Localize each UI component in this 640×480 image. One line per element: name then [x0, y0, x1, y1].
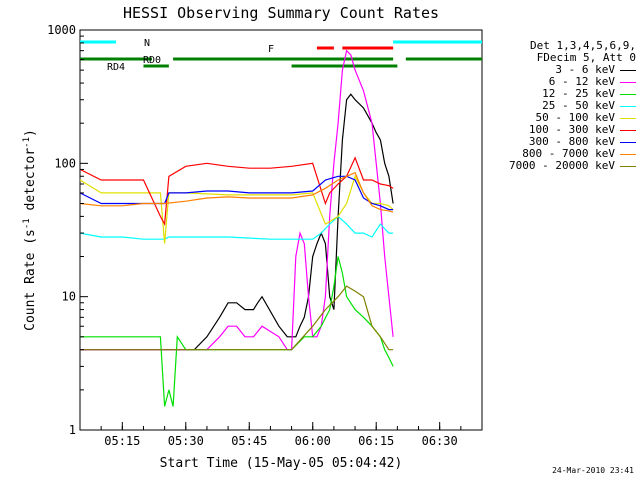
- legend-entry-3: 25 - 50 keV: [484, 100, 636, 112]
- series-line-8: [80, 285, 394, 351]
- x-axis-label: Start Time (15-May-05 05:04:42): [160, 456, 403, 471]
- series-line-7: [79, 171, 394, 213]
- x-tick-label-4: 06:15: [358, 434, 394, 448]
- legend-entry-0: 3 - 6 keV: [484, 64, 636, 76]
- flag-label-rd4: RD4: [107, 62, 125, 73]
- legend: Det 1,3,4,5,6,9, FDecim 5, Att 0 3 - 6 k…: [484, 40, 636, 172]
- series-line-2: [80, 256, 394, 407]
- legend-label: 300 - 800 keV: [528, 135, 615, 148]
- legend-header-line-1: Det 1,3,4,5,6,9,: [530, 39, 636, 52]
- legend-swatch: [620, 105, 636, 107]
- legend-swatch: [620, 69, 636, 71]
- x-tick-label-3: 06:00: [295, 434, 331, 448]
- y-tick-label-1: 10: [62, 290, 76, 304]
- flag-label-rd0: RD0: [143, 55, 161, 66]
- chart-title: HESSI Observing Summary Count Rates: [123, 4, 439, 22]
- plot-area: N F RD0 RD4 1 10 100 1000 05:15 05:30 05:45 06:00 06…: [47, 23, 483, 448]
- plot-frame: [79, 29, 483, 431]
- legend-entry-8: 7000 - 20000 keV: [484, 160, 636, 172]
- flag-label-n: N: [144, 38, 150, 49]
- legend-swatch: [620, 141, 636, 143]
- x-tick-label-2: 05:45: [231, 434, 267, 448]
- legend-label: 800 - 7000 keV: [522, 147, 615, 160]
- series-line-5: [79, 156, 394, 227]
- y-axis-label: Count Rate (s-1 detector-1): [22, 129, 38, 331]
- legend-swatch: [620, 93, 636, 95]
- legend-label: 7000 - 20000 keV: [509, 159, 615, 172]
- y-tick-label-0: 1: [69, 423, 76, 437]
- series-line-1: [80, 49, 394, 351]
- legend-label: 100 - 300 keV: [528, 123, 615, 136]
- legend-swatch: [620, 165, 636, 167]
- flag-label-f: F: [268, 44, 274, 55]
- legend-swatch: [620, 153, 636, 155]
- legend-header-line-2: FDecim 5, Att 0: [536, 51, 636, 64]
- legend-entry-2: 12 - 25 keV: [484, 88, 636, 100]
- legend-swatch: [620, 81, 636, 83]
- legend-label: 50 - 100 keV: [535, 111, 615, 124]
- legend-label: 25 - 50 keV: [542, 99, 615, 112]
- legend-label: 3 - 6 keV: [555, 63, 615, 76]
- legend-entry-1: 6 - 12 keV: [484, 76, 636, 88]
- series-line-4: [79, 174, 394, 244]
- legend-swatch: [620, 117, 636, 119]
- series-line-3: [79, 215, 394, 240]
- y-tick-label-2: 100: [54, 156, 76, 170]
- legend-entry-6: 300 - 800 keV: [484, 136, 636, 148]
- legend-label: 12 - 25 keV: [542, 87, 615, 100]
- x-tick-label-5: 06:30: [422, 434, 458, 448]
- legend-label: 6 - 12 keV: [548, 75, 615, 88]
- x-tick-label-1: 05:30: [168, 434, 204, 448]
- y-tick-label-3: 1000: [47, 23, 76, 37]
- legend-entry-7: 800 - 7000 keV: [484, 148, 636, 160]
- x-tick-label-0: 05:15: [104, 434, 140, 448]
- legend-swatch: [620, 129, 636, 131]
- series-line-0: [80, 93, 394, 351]
- legend-entry-4: 50 - 100 keV: [484, 112, 636, 124]
- timestamp: 24-Mar-2010 23:41: [552, 466, 634, 475]
- legend-entry-5: 100 - 300 keV: [484, 124, 636, 136]
